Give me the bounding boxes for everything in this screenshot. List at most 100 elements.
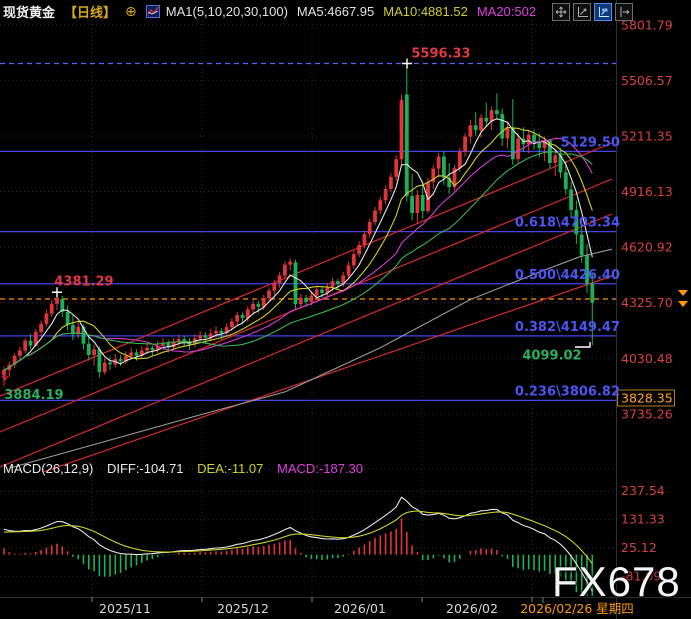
candle-body	[320, 289, 324, 293]
period-label[interactable]: 【日线】	[64, 4, 117, 20]
macd-dea-line	[3, 510, 593, 565]
chart-header: 现货黄金 【日线】 ⊕ MA1(5,10,20,30,100) MA5:4667…	[0, 0, 691, 22]
candle-body	[288, 261, 293, 265]
candle-body	[325, 286, 330, 293]
candle-body	[145, 347, 149, 351]
macd-dea-value: DEA:-11.07	[197, 461, 264, 476]
macd-tick-label: 237.54	[621, 483, 665, 498]
trend-lines[interactable]	[0, 142, 613, 480]
candle-body	[336, 281, 340, 285]
annotation-label: 4099.02	[522, 348, 581, 363]
candle-body	[108, 362, 112, 365]
candle-body	[516, 138, 520, 160]
ma5-value: MA5:4667.95	[296, 3, 375, 19]
price-tick-label: 5801.79	[621, 17, 673, 32]
candle-body	[532, 134, 536, 143]
candle-body	[60, 299, 65, 312]
macd-diff-line	[3, 496, 593, 592]
axis-zoom-button[interactable]	[573, 3, 591, 21]
candle-body	[510, 127, 515, 160]
candle-body	[224, 327, 229, 334]
candle-body	[230, 321, 234, 328]
macd-layer[interactable]	[3, 496, 594, 609]
candle-body	[463, 136, 467, 152]
candle-body	[442, 156, 446, 178]
candle-body	[309, 295, 314, 302]
candle-body	[394, 159, 399, 177]
candle-body	[357, 245, 361, 255]
axis-zoom-icon	[578, 7, 588, 17]
candle-body	[245, 309, 250, 319]
candle-body	[198, 335, 202, 339]
time-tick-label: 2025/11	[99, 601, 151, 616]
candle-body	[235, 315, 240, 322]
candle-body	[378, 200, 383, 211]
candle-body	[579, 234, 584, 256]
candle-body	[495, 110, 499, 115]
candle-body	[293, 262, 298, 305]
candle-body	[65, 311, 70, 325]
candle-body	[420, 194, 425, 212]
candle-body	[240, 315, 245, 319]
ma5-line	[3, 118, 593, 371]
time-tick-label: 2026/02	[446, 601, 498, 616]
candle-body	[410, 196, 414, 214]
candle-body	[569, 189, 573, 211]
alert-price-box	[617, 389, 675, 407]
price-axis[interactable]: 5801.79 5506.57 5211.35 4916.13 4620.92 4325.…	[617, 17, 689, 583]
ma10-line	[3, 126, 593, 371]
candle-body	[76, 326, 81, 335]
candle-body	[526, 134, 531, 145]
candle-body	[49, 303, 54, 314]
candle-body	[457, 151, 462, 169]
candle-body	[542, 140, 547, 148]
ma100-line	[9, 248, 613, 469]
axis-scale-icon	[599, 7, 609, 17]
candle-body	[314, 289, 319, 296]
candle-body	[553, 155, 558, 163]
candle-body	[373, 210, 377, 223]
candle-body	[558, 155, 563, 173]
low-tick-marker	[575, 342, 591, 348]
candle-body	[277, 275, 282, 284]
candle-body	[124, 356, 128, 362]
macd-tick-label: 25.12	[621, 540, 657, 555]
candle-body	[166, 342, 171, 348]
alert-price-label: 3828.35	[621, 391, 673, 406]
candle-body	[214, 330, 218, 334]
macd-macd-value: MACD:-187.30	[277, 461, 364, 476]
candle-body	[452, 168, 457, 188]
candle-body	[362, 234, 367, 246]
time-axis[interactable]: 2025/11 2025/12 2026/01 2026/02 2026/02/26 星…	[91, 597, 634, 616]
candle-body	[203, 335, 208, 338]
candle-body	[2, 370, 6, 376]
macd-tick-label: 131.33	[621, 512, 665, 527]
candle-body	[251, 303, 255, 310]
candle-body	[426, 181, 430, 212]
time-tick-label: 2026/01	[334, 601, 386, 616]
move-tool-button[interactable]	[552, 3, 570, 21]
candle-body	[505, 127, 510, 139]
candle-body	[590, 283, 595, 303]
candle-body	[473, 125, 478, 131]
candle-body	[484, 117, 489, 122]
candlestick-style-icon[interactable]	[145, 4, 160, 18]
candle-body	[346, 265, 351, 276]
candle-body	[97, 349, 102, 372]
price-tick-label: 4030.48	[621, 351, 673, 366]
gridlines	[0, 12, 616, 596]
annotation-label: 0.500\4426.40	[515, 268, 620, 283]
annotation-label: 5129.50	[561, 135, 620, 150]
pan-right-button[interactable]	[615, 3, 633, 21]
symbol-name: 现货黄金	[3, 4, 56, 20]
axis-scale-button-active[interactable]	[594, 3, 612, 21]
swing-cross-marker	[52, 287, 62, 298]
add-indicator-icon[interactable]: ⊕	[125, 2, 137, 19]
move-icon	[555, 6, 567, 18]
candle-body	[81, 326, 86, 344]
candle-body	[404, 94, 409, 197]
candle-body	[12, 355, 17, 365]
candles-layer[interactable]	[2, 63, 595, 386]
candle-body	[283, 264, 287, 276]
